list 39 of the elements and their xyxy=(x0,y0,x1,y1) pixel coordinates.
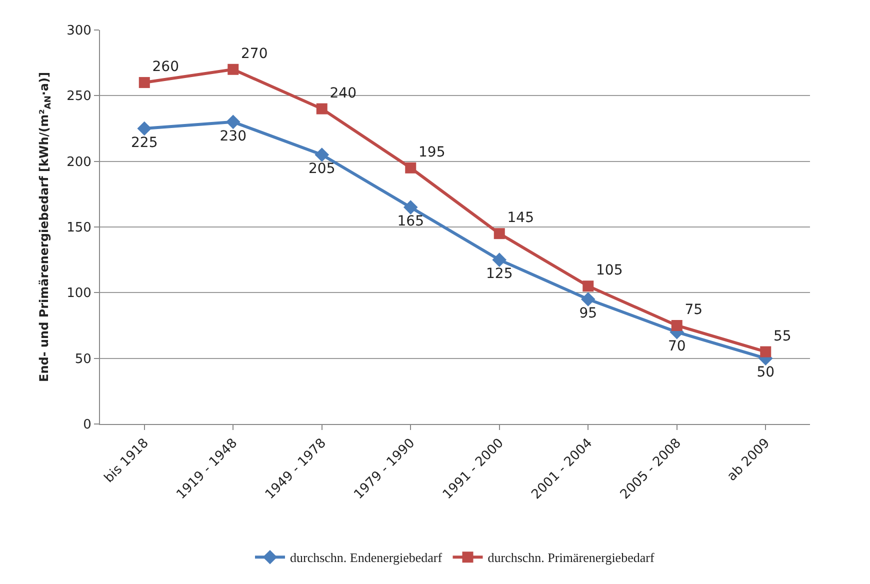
data-label: 145 xyxy=(507,210,534,226)
y-tick-label: 250 xyxy=(66,89,92,104)
point xyxy=(671,320,682,331)
point xyxy=(760,346,772,358)
data-label: 50 xyxy=(756,364,775,381)
data-label: 70 xyxy=(668,338,686,354)
y-tick-label: 50 xyxy=(74,352,92,367)
data-label: 205 xyxy=(308,161,336,178)
data-label: 95 xyxy=(579,306,598,322)
data-label: 125 xyxy=(486,266,513,282)
y-tick-label: 200 xyxy=(66,154,92,170)
point xyxy=(403,200,418,214)
y-tick-label: 300 xyxy=(66,24,92,39)
point xyxy=(228,64,239,75)
point xyxy=(316,103,328,114)
point xyxy=(582,280,594,292)
legend-label: durchschn. Primärenergiebedarf xyxy=(488,550,655,566)
data-label: 240 xyxy=(330,85,356,102)
y-tick-label: 100 xyxy=(66,286,92,302)
legend-label: durchschn. Endenergiebedarf xyxy=(290,550,443,566)
data-label: 230 xyxy=(220,128,246,144)
data-label: 105 xyxy=(596,262,623,279)
data-label: 260 xyxy=(152,59,179,76)
data-label: 225 xyxy=(131,134,158,151)
data-label: 75 xyxy=(684,302,703,318)
data-label: 165 xyxy=(397,214,424,230)
data-label: 195 xyxy=(418,144,446,161)
point xyxy=(580,292,596,306)
y-tick-label: 0 xyxy=(83,418,92,433)
point xyxy=(494,228,505,240)
point xyxy=(492,252,507,267)
point xyxy=(314,148,330,162)
data-label: 55 xyxy=(774,328,792,344)
point xyxy=(405,162,416,174)
point xyxy=(137,121,152,136)
point xyxy=(138,77,150,88)
point xyxy=(226,114,240,130)
data-label: 270 xyxy=(241,46,268,62)
y-tick-label: 150 xyxy=(66,220,92,236)
